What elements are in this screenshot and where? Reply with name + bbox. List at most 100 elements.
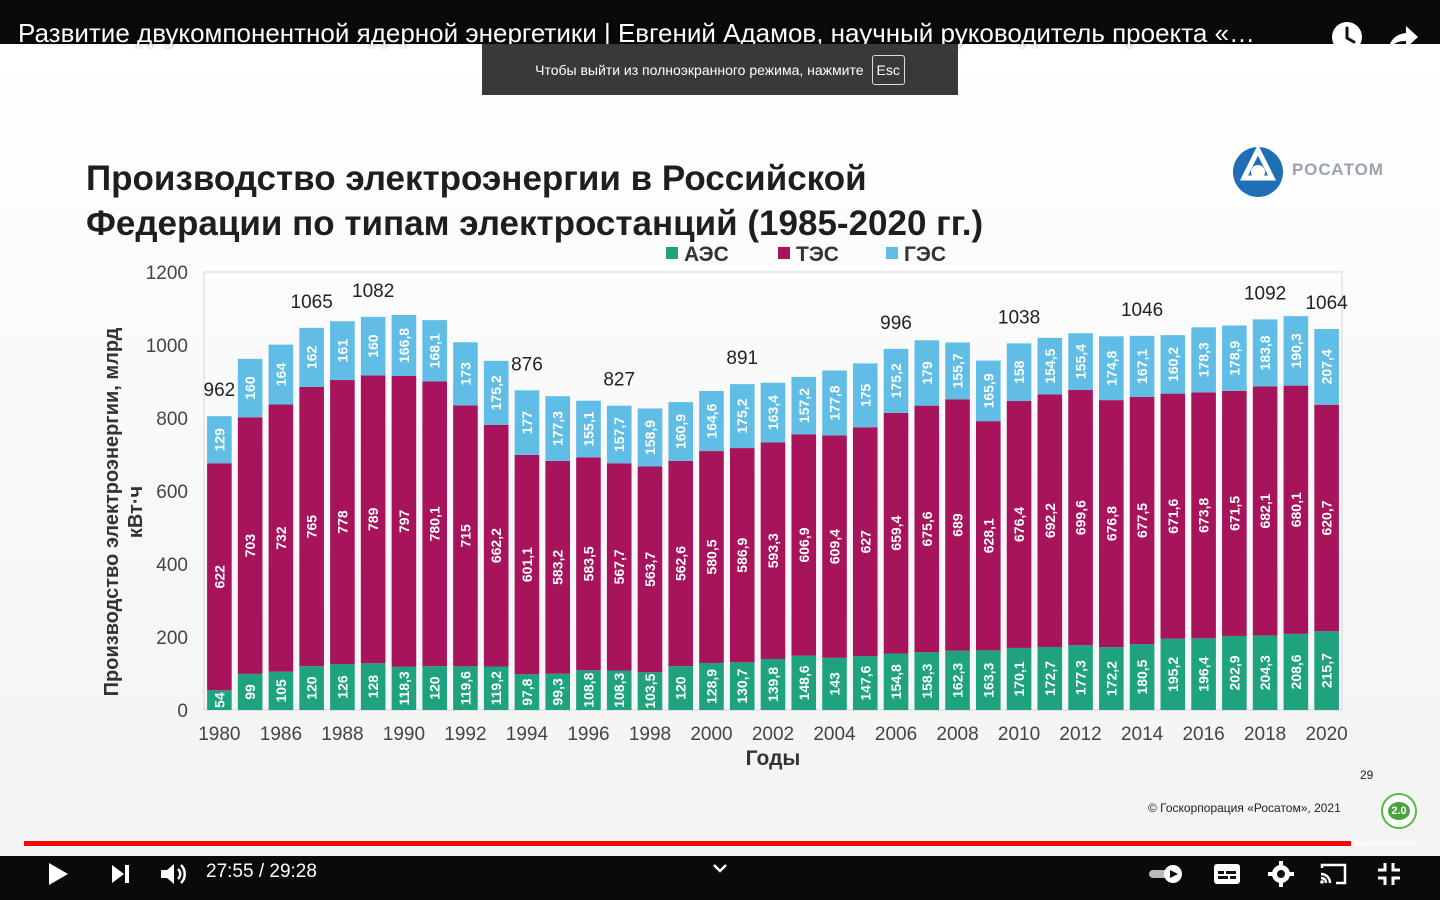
time-display: 27:55 / 29:28 [206,861,317,883]
bar-value-label: 207,4 [1319,349,1335,384]
bar-segment-aes [391,666,417,710]
bar-segment-tes [453,405,478,667]
x-tick-label: 2012 [1059,724,1101,745]
bar-segment-ges [483,360,509,425]
x-tick-label: 2014 [1121,724,1164,745]
bar-value-label: 118,3 [396,671,412,705]
legend-swatch [778,247,790,259]
bar-segment-ges [975,360,1001,422]
total-annotation: 891 [726,348,758,369]
bar-segment-ges [1068,333,1093,390]
play-icon [49,863,68,885]
bar-segment-ges [237,358,263,418]
bar-value-label: 175,2 [734,398,750,433]
autoplay-toggle[interactable] [1146,848,1186,900]
bar-value-label: 703 [242,534,258,558]
bar-value-label: 583,5 [580,546,596,581]
bar-value-label: 143 [827,672,843,696]
time-current: 27:55 [206,861,254,882]
bar-segment-aes [699,662,724,710]
slide-copyright: © Госкорпорация «Росатом», 2021 [1148,801,1341,815]
clock-icon[interactable] [1330,20,1364,54]
bar-segment-ges [945,342,970,400]
bar-value-label: 148,6 [796,665,812,700]
progress-bar[interactable] [24,841,1416,846]
bar-segment-aes [822,657,847,710]
cast-button[interactable] [1316,848,1350,900]
bar-value-label: 673,8 [1196,498,1212,533]
legend-swatch [666,247,678,259]
bar-segment-ges [1252,319,1278,387]
bar-value-label: 180,5 [1134,659,1150,694]
bar-value-label: 179 [919,361,935,385]
bar-segment-tes [852,427,878,657]
subtitles-button[interactable] [1210,848,1244,900]
bar-segment-tes [483,424,509,667]
bar-segment-ges [360,316,386,376]
bar-value-label: 677,5 [1134,503,1150,538]
bar-value-label: 183,8 [1257,335,1273,370]
bar-value-label: 160,9 [673,414,689,449]
legend-label: ГЭС [904,243,946,266]
bar-value-label: 161 [334,339,350,363]
bar-segment-aes [422,666,447,710]
bar-segment-ges [1314,329,1339,405]
x-tick-label: 1990 [383,724,425,745]
bar-segment-aes [1283,633,1309,710]
exit-fullscreen-icon [1378,863,1400,885]
bar-value-label: 167,1 [1134,349,1150,384]
bar-value-label: 675,6 [919,511,935,546]
bar-segment-aes [514,674,540,710]
bar-segment-ges [1099,336,1124,401]
bar-segment-tes [975,421,1001,651]
bar-segment-ges [1191,327,1216,393]
bar-segment-aes [576,670,601,710]
bar-value-label: 103,5 [642,673,658,708]
bar-value-label: 659,4 [888,515,904,550]
play-button[interactable] [40,848,76,900]
bar-value-label: 671,6 [1165,498,1181,533]
bar-value-label: 627 [857,530,873,554]
bar-segment-aes [606,670,632,710]
y-axis-title: Производство электроэнергии, млрд кВт·ч [101,327,147,696]
slide-title: Производство электроэнергии в Российской… [86,156,1186,246]
settings-button[interactable] [1264,848,1298,900]
exit-fullscreen-button[interactable] [1372,848,1406,900]
x-tick-label: 2016 [1182,724,1224,745]
bar-value-label: 170,1 [1011,661,1027,696]
bar-value-label: 165,9 [980,373,996,408]
bar-value-label: 128,9 [703,669,719,704]
next-icon [112,865,129,883]
badge-label: 2.0 [1388,802,1410,820]
bar-segment-ges [1129,335,1155,397]
volume-button[interactable] [156,848,190,900]
autoplay-toggle-icon [1149,865,1182,883]
total-annotation: 1092 [1244,283,1286,304]
video-title[interactable]: Развитие двукомпонентной ядерной энергет… [18,18,1255,48]
chevron-button[interactable] [706,842,734,894]
share-icon[interactable] [1386,20,1420,54]
bar-value-label: 174,8 [1103,350,1119,385]
bar-segment-aes [1191,638,1216,710]
bar-value-label: 126 [334,675,350,699]
bar-value-label: 54 [211,692,227,708]
bar-segment-tes [1129,396,1155,645]
bar-value-label: 108,8 [580,672,596,707]
next-button[interactable] [104,848,136,900]
bar-value-label: 99 [242,684,258,700]
y-axis-title-line1: Производство электроэнергии, млрд [101,327,123,696]
bar-value-label: 196,4 [1196,656,1212,691]
bar-value-label: 157,7 [611,417,627,452]
bar-value-label: 177,3 [1073,660,1089,695]
bar-segment-ges [545,396,571,461]
bar-value-label: 163,3 [980,662,996,697]
bar-segment-aes [637,672,663,710]
bar-segment-aes [330,664,355,710]
bar-segment-ges [852,363,878,428]
bar-segment-tes [545,460,571,674]
bar-segment-aes [545,673,571,710]
bar-value-label: 732 [273,526,289,550]
bar-value-label: 583,2 [550,550,566,585]
y-tick-label: 200 [156,628,188,649]
